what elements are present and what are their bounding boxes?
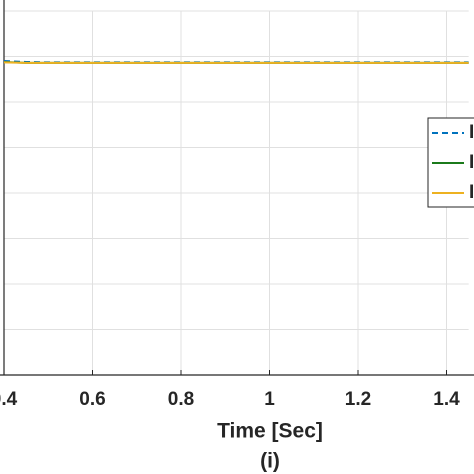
x-tick-label: 0.8: [168, 389, 194, 410]
legend: III: [427, 117, 474, 208]
legend-label: I: [469, 122, 474, 143]
x-tick-label: 0.6: [79, 389, 105, 410]
x-axis-label: Time [Sec]: [217, 420, 323, 443]
x-tick-label: 1.2: [345, 389, 371, 410]
x-tick-label: 1.4: [433, 389, 460, 410]
subtitle: (i): [260, 450, 280, 473]
x-tick-label: 1: [264, 389, 275, 410]
x-tick-label: 0.4: [0, 389, 18, 410]
legend-label: I: [469, 182, 474, 203]
legend-label: I: [469, 152, 474, 173]
